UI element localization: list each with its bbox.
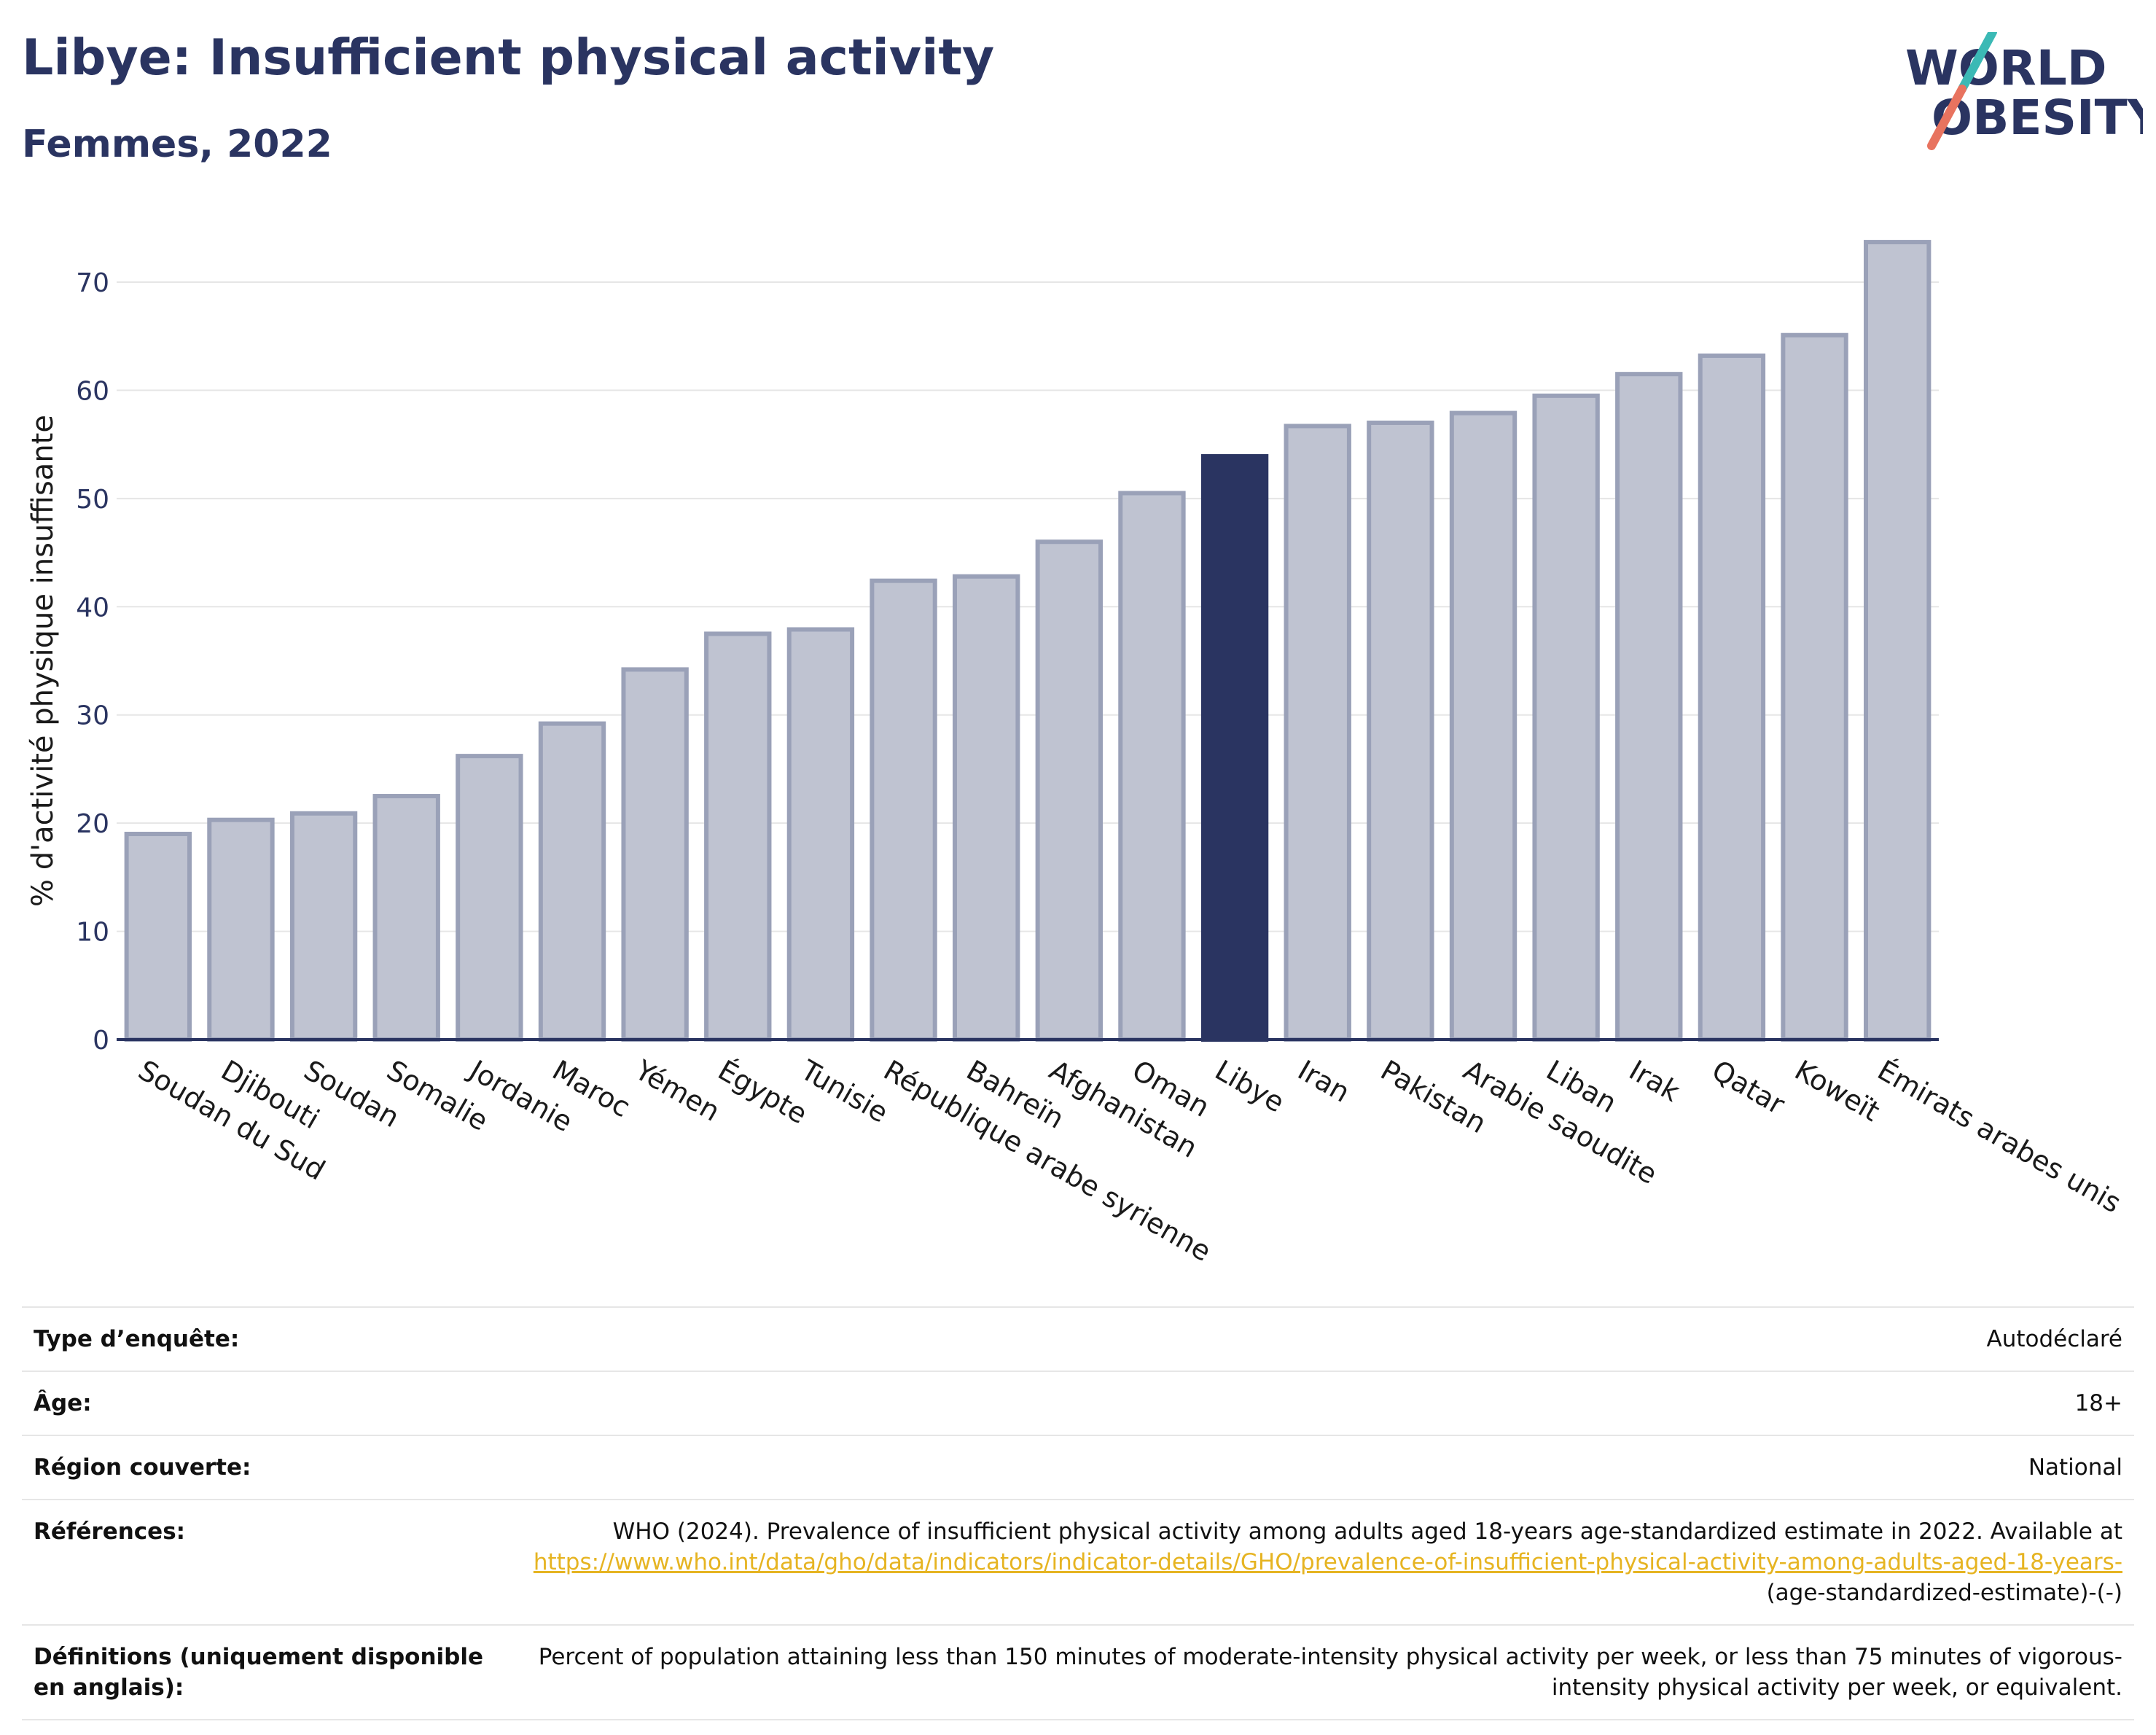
bar--mirats-arabes-unis[interactable] bbox=[1864, 240, 1932, 1042]
references-link[interactable]: https://www.who.int/data/gho/data/indica… bbox=[533, 1549, 2122, 1575]
y-tick-label: 30 bbox=[76, 701, 109, 731]
x-tick-label: Tunisie bbox=[795, 1053, 894, 1129]
y-axis-label: % d'activité physique insuffisante bbox=[26, 415, 60, 907]
bar-irak[interactable] bbox=[1615, 372, 1683, 1042]
info-label-survey-type: Type d’enquête: bbox=[22, 1306, 512, 1371]
bar-y-men[interactable] bbox=[621, 667, 689, 1042]
x-tick-label: Koweït bbox=[1789, 1054, 1885, 1128]
y-tick-label: 50 bbox=[76, 485, 109, 515]
info-value-survey-type: Autodéclaré bbox=[512, 1306, 2134, 1371]
bar-qatar[interactable] bbox=[1698, 353, 1766, 1042]
y-tick-label: 20 bbox=[76, 809, 109, 839]
bar-pakistan[interactable] bbox=[1367, 420, 1434, 1042]
bar-soudan[interactable] bbox=[289, 811, 358, 1042]
bar-arabie-saoudite[interactable] bbox=[1449, 410, 1518, 1042]
references-text: WHO (2024). Prevalence of insufficient p… bbox=[612, 1518, 2122, 1545]
x-tick-label: Émirats arabes unis bbox=[1872, 1054, 2127, 1220]
bar-bahre-n[interactable] bbox=[953, 574, 1020, 1042]
info-label-references: Références: bbox=[22, 1499, 512, 1625]
page-subtitle: Femmes, 2022 bbox=[22, 122, 332, 166]
info-row: Âge: 18+ bbox=[22, 1371, 2134, 1435]
y-tick-label: 10 bbox=[76, 918, 109, 948]
info-value-age: 18+ bbox=[512, 1371, 2134, 1435]
x-tick-label: Qatar bbox=[1706, 1054, 1790, 1121]
page-title: Libye: Insufficient physical activity bbox=[22, 29, 995, 87]
logo-text-world: WORLD bbox=[1905, 40, 2107, 96]
logo-slash-coral bbox=[1927, 85, 1966, 150]
info-label-age: Âge: bbox=[22, 1371, 512, 1435]
info-label-region: Région couverte: bbox=[22, 1435, 512, 1500]
logo-slash-teal bbox=[1958, 32, 1997, 93]
x-tick-label: Iran bbox=[1292, 1054, 1355, 1109]
bar-afghanistan[interactable] bbox=[1035, 539, 1103, 1042]
bar--gypte[interactable] bbox=[704, 631, 772, 1042]
bar-liban[interactable] bbox=[1532, 393, 1600, 1042]
bar-tunisie[interactable] bbox=[786, 627, 855, 1042]
bar-kowe-t[interactable] bbox=[1781, 332, 1848, 1042]
info-row: Région couverte: National bbox=[22, 1435, 2134, 1500]
bar-iran[interactable] bbox=[1284, 424, 1351, 1042]
bar-somalie[interactable] bbox=[372, 794, 440, 1042]
y-tick-label: 40 bbox=[76, 593, 109, 623]
x-tick-label: Libye bbox=[1210, 1054, 1290, 1119]
bar-soudan-du-sud[interactable] bbox=[124, 831, 192, 1042]
y-tick-label: 70 bbox=[76, 268, 109, 298]
info-value-definitions: Percent of population attaining less tha… bbox=[512, 1624, 2134, 1720]
x-tick-label: Égypte bbox=[713, 1054, 813, 1131]
y-tick-label: 60 bbox=[76, 376, 109, 406]
world-obesity-logo: WORLD OBESITY bbox=[1905, 32, 2143, 150]
bar-maroc[interactable] bbox=[538, 721, 606, 1042]
bar-chart: 0 10 20 30 40 50 60 70 % d'activité physique ins… bbox=[26, 240, 2127, 1268]
info-row-definitions: Définitions (uniquement disponible en an… bbox=[22, 1624, 2134, 1720]
logo-text-obesity: OBESITY bbox=[1932, 90, 2143, 146]
bar-oman[interactable] bbox=[1118, 491, 1186, 1042]
bar-djibouti[interactable] bbox=[207, 817, 275, 1042]
references-suffix: (age-standardized-estimate)-(-) bbox=[1766, 1580, 2122, 1606]
bar-jordanie[interactable] bbox=[456, 754, 523, 1042]
info-row-references: Références: WHO (2024). Prevalence of in… bbox=[22, 1499, 2134, 1625]
info-value-region: National bbox=[512, 1435, 2134, 1500]
info-table: Type d’enquête: Autodéclaré Âge: 18+ Rég… bbox=[22, 1306, 2134, 1720]
info-row: Type d’enquête: Autodéclaré bbox=[22, 1306, 2134, 1371]
bar-libye[interactable] bbox=[1200, 453, 1269, 1042]
bar-r-publique-arabe-syrienne[interactable] bbox=[870, 578, 937, 1042]
info-value-references: WHO (2024). Prevalence of insufficient p… bbox=[512, 1499, 2134, 1625]
y-tick-label: 0 bbox=[93, 1026, 109, 1056]
info-label-definitions: Définitions (uniquement disponible en an… bbox=[22, 1624, 512, 1720]
x-tick-label: Yémen bbox=[629, 1053, 725, 1128]
x-tick-label: Irak bbox=[1624, 1054, 1685, 1108]
